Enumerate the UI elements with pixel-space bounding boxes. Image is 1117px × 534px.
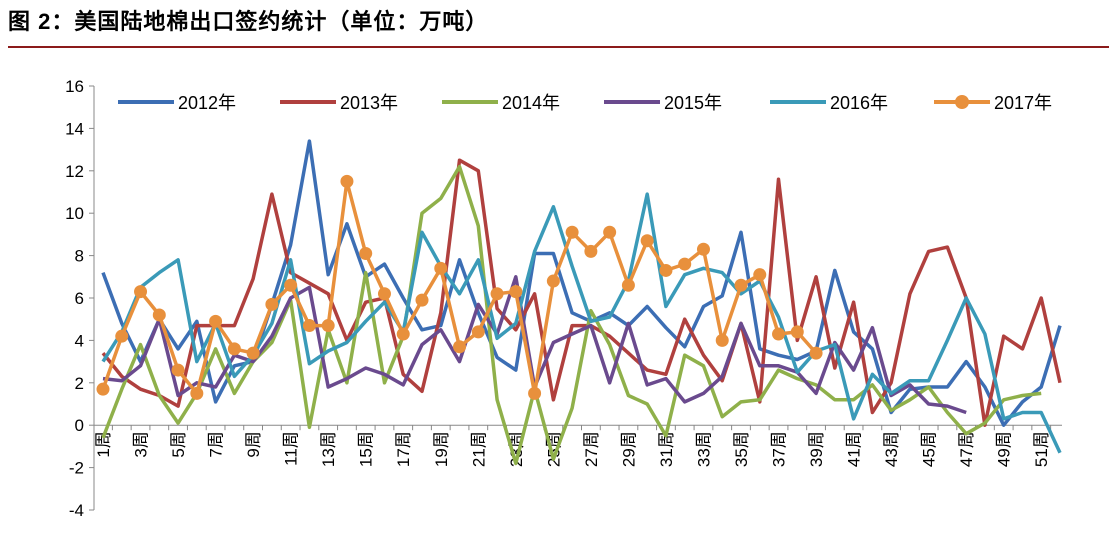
x-tick-label: 41周 — [845, 431, 864, 467]
data-point — [490, 287, 504, 301]
x-tick-label: 11周 — [282, 431, 301, 466]
legend-label: 2016年 — [830, 93, 888, 113]
y-tick-label: 4 — [75, 331, 84, 350]
data-point — [603, 225, 617, 239]
x-tick-label: 21周 — [469, 431, 488, 467]
y-tick-label: 10 — [65, 204, 84, 223]
x-tick-label: 43周 — [882, 431, 901, 467]
legend-label: 2013年 — [340, 93, 398, 113]
y-tick-label: 6 — [75, 289, 84, 308]
data-point — [284, 278, 298, 292]
y-tick-label: 14 — [65, 119, 84, 138]
data-point — [434, 261, 448, 275]
data-point — [377, 287, 391, 301]
data-point — [209, 314, 223, 328]
title-divider — [8, 46, 1109, 48]
data-point — [584, 244, 598, 258]
x-tick-label: 47周 — [957, 431, 976, 467]
legend-label: 2012年 — [178, 93, 236, 113]
data-point — [640, 234, 654, 248]
legend-label: 2015年 — [664, 93, 722, 113]
data-point — [678, 257, 692, 271]
data-point — [227, 342, 241, 356]
series-line — [101, 164, 1042, 466]
x-tick-label: 33周 — [694, 431, 713, 467]
legend-label: 2014年 — [502, 93, 560, 113]
x-tick-label: 5周 — [169, 431, 188, 457]
x-tick-label: 15周 — [357, 431, 376, 467]
data-point — [340, 174, 354, 188]
series-line — [101, 192, 1062, 454]
y-tick-label: -4 — [69, 501, 84, 520]
legend: 2012年 2013年 2014年 2015年 2016年 2017年 — [118, 93, 1052, 113]
x-tick-label: 9周 — [244, 431, 263, 457]
axes-layer: -4 -2 0 2 4 6 8 10 12 14 16 1周 3周 5周 7周 9周 11周 13周 15周 17周 1… — [65, 77, 1062, 520]
data-point — [565, 225, 579, 239]
data-point — [359, 246, 373, 260]
data-point — [115, 329, 129, 343]
data-point — [246, 346, 260, 360]
figure-title: 图 2：美国陆地棉出口签约统计（单位：万吨） — [8, 9, 489, 34]
x-tick-label: 39周 — [807, 431, 826, 467]
x-tick-label: 7周 — [207, 431, 226, 457]
series-2017年 — [96, 174, 823, 400]
data-point — [302, 319, 316, 333]
data-point — [772, 327, 786, 341]
y-tick-label: 16 — [65, 77, 84, 96]
y-tick-label: 2 — [75, 374, 84, 393]
y-tick-label: 0 — [75, 416, 84, 435]
x-tick-label: 51周 — [1032, 431, 1051, 467]
x-tick-label: 29周 — [619, 431, 638, 467]
x-tick-label: 49周 — [995, 431, 1014, 467]
data-point — [753, 268, 767, 282]
data-point — [265, 297, 279, 311]
x-tick-label: 37周 — [770, 431, 789, 467]
data-point — [621, 278, 635, 292]
data-point — [809, 346, 823, 360]
x-tick-label: 19周 — [432, 431, 451, 467]
series-2016年 — [101, 192, 1062, 454]
y-tick-label: 12 — [65, 162, 84, 181]
data-point — [546, 274, 560, 288]
x-tick-label: 27周 — [582, 431, 601, 467]
data-point — [96, 382, 110, 396]
data-point — [321, 319, 335, 333]
legend-label: 2017年 — [994, 93, 1052, 113]
data-point — [696, 242, 710, 256]
x-tick-label: 3周 — [132, 431, 151, 457]
data-point — [715, 333, 729, 347]
data-point — [190, 386, 204, 400]
data-point — [734, 278, 748, 292]
data-point — [509, 285, 523, 299]
data-point — [415, 293, 429, 307]
x-tick-label: 1周 — [94, 431, 113, 457]
x-tick-label: 31周 — [657, 431, 676, 467]
data-point — [396, 327, 410, 341]
data-point — [171, 363, 185, 377]
data-point — [790, 325, 804, 339]
x-tick-label: 13周 — [319, 431, 338, 467]
data-point — [134, 285, 148, 299]
data-point — [659, 263, 673, 277]
series-2012年 — [101, 139, 1062, 427]
data-point — [528, 386, 542, 400]
series-layer — [96, 139, 1062, 466]
y-tick-label: 8 — [75, 247, 84, 266]
data-point — [152, 308, 166, 322]
series-line — [101, 158, 1062, 427]
data-point — [471, 325, 485, 339]
x-tick-label: 17周 — [394, 431, 413, 467]
series-2014年 — [101, 164, 1042, 466]
x-tick-label: 35周 — [732, 431, 751, 467]
series-2013年 — [101, 158, 1062, 427]
data-point — [453, 340, 467, 354]
x-tick-label: 45周 — [920, 431, 939, 467]
y-tick-label: -2 — [69, 459, 84, 478]
legend-marker — [955, 95, 969, 109]
